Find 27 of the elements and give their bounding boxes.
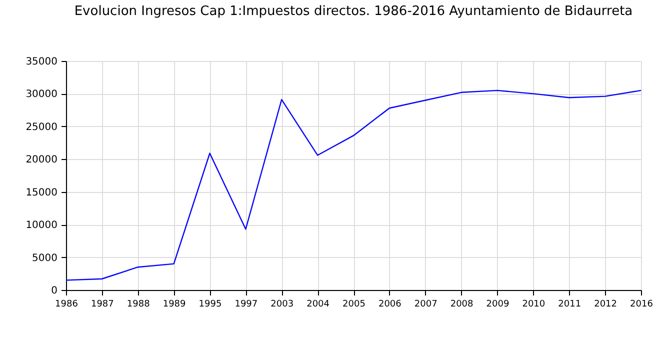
y-tick-label: 10000 [26,220,58,232]
x-tick-label: 2004 [306,300,330,310]
y-tick-label: 15000 [26,187,58,198]
chart-title: Evolucion Ingresos Cap 1:Impuestos directos. 1986-2016 Ayuntamiento de Bidaurreta [74,4,633,19]
x-tick-label: 2012 [594,300,618,310]
y-tick-label: 35000 [26,56,58,68]
x-tick-label: 1988 [126,300,150,310]
x-tick-label: 1995 [198,300,222,310]
x-tick-label: 2003 [270,300,294,310]
x-tick-label: 2009 [486,300,510,310]
x-tick-label: 2006 [378,300,402,310]
x-tick-label: 1987 [90,300,114,310]
x-tick-label: 2016 [630,300,654,310]
x-tick-label: 2005 [342,300,366,310]
x-tick-label: 1986 [55,300,78,310]
x-tick-label: 1989 [162,300,186,310]
line-series [65,90,642,281]
y-tick-label: 25000 [26,122,58,133]
y-tick-label: 20000 [26,154,58,166]
x-tick-label: 1997 [234,300,258,310]
x-tick-label: 2011 [558,300,582,310]
x-tick-label: 2008 [450,300,474,310]
x-tick-label: 2007 [414,300,438,310]
y-tick-label: 30000 [26,89,58,100]
x-tick-label: 2010 [522,300,546,310]
y-tick-label: 0 [51,286,58,296]
y-tick-label: 5000 [32,252,58,264]
